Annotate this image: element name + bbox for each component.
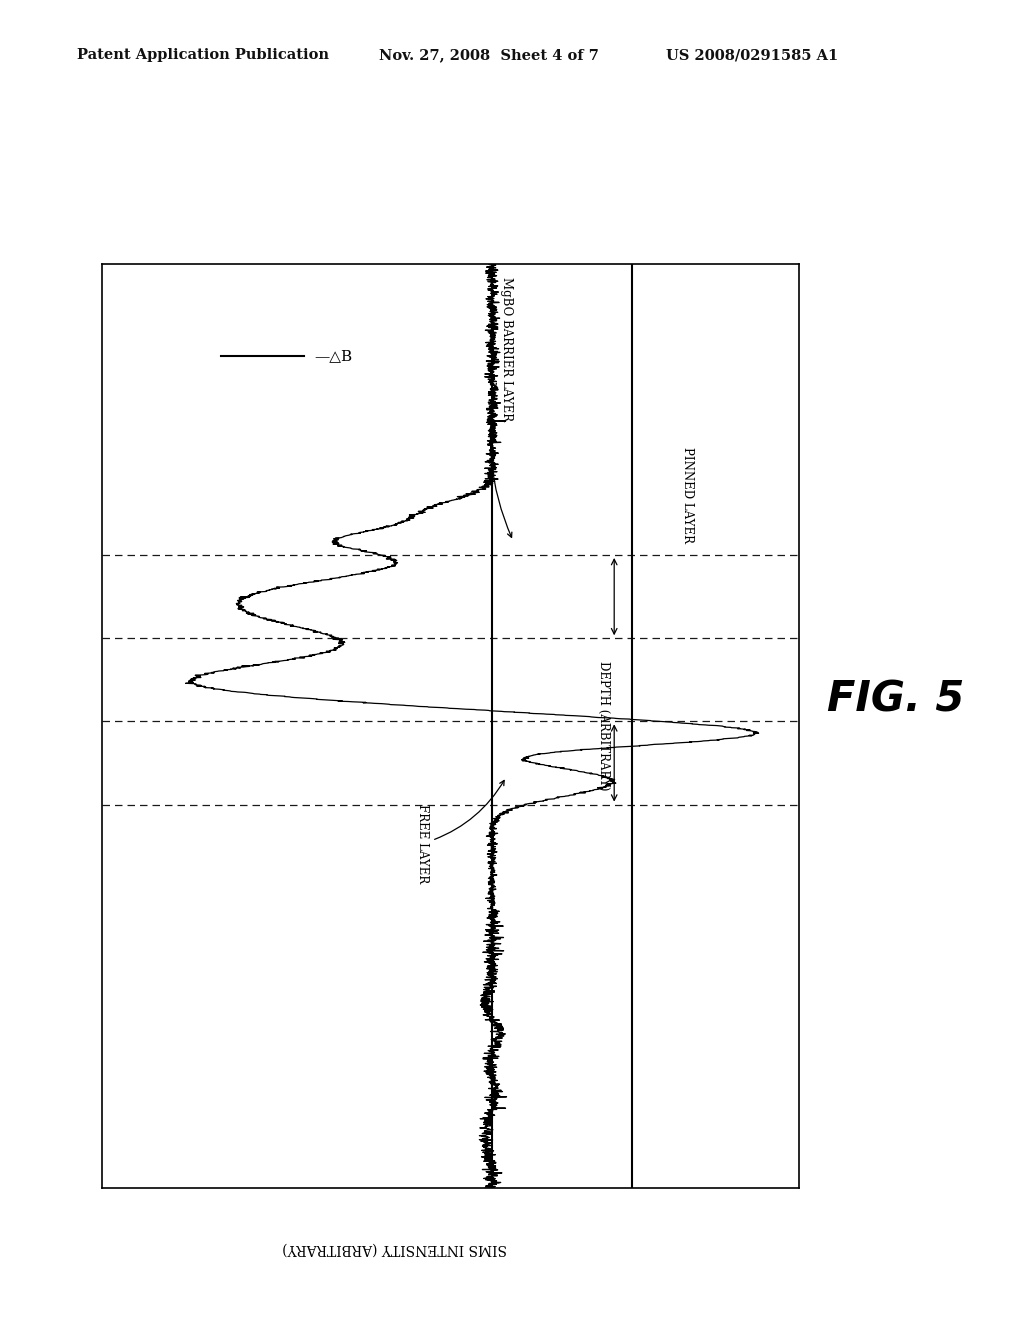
Text: DEPTH (ARBITRARY): DEPTH (ARBITRARY) [597,661,610,791]
Text: Patent Application Publication: Patent Application Publication [77,49,329,62]
Text: SIMS INTENSITY (ARBITRARY): SIMS INTENSITY (ARBITRARY) [283,1241,507,1255]
Text: Nov. 27, 2008  Sheet 4 of 7: Nov. 27, 2008 Sheet 4 of 7 [379,49,599,62]
Text: FIG. 5: FIG. 5 [827,678,965,721]
Text: US 2008/0291585 A1: US 2008/0291585 A1 [666,49,838,62]
Text: FREE LAYER: FREE LAYER [416,780,504,883]
Text: —△B: —△B [314,350,353,363]
Text: MgBO BARRIER LAYER: MgBO BARRIER LAYER [490,277,513,537]
Text: PINNED LAYER: PINNED LAYER [681,447,694,543]
